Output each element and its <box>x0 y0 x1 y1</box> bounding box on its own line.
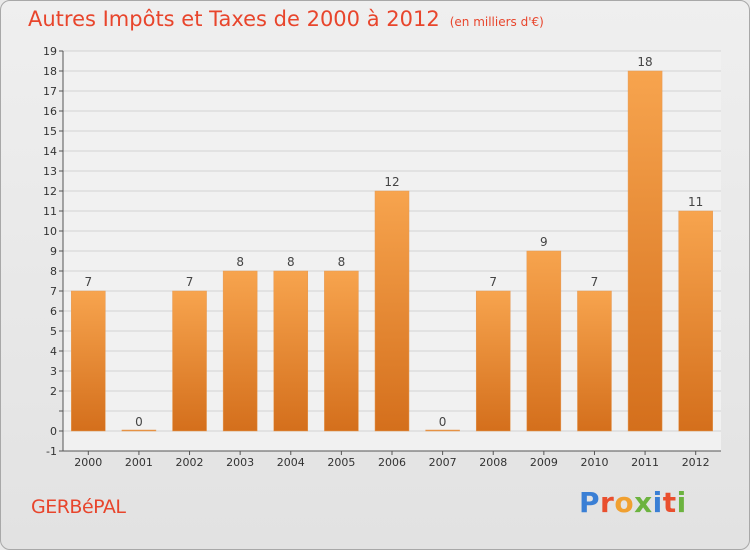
bar-data-label: 8 <box>236 255 244 269</box>
y-tick-label: 2 <box>50 385 57 398</box>
bar-data-label: 18 <box>637 55 652 69</box>
y-tick-label: 16 <box>43 105 57 118</box>
bar <box>526 250 562 432</box>
bar <box>374 190 410 432</box>
y-tick-label: 8 <box>50 265 57 278</box>
chart-title-text: Autres Impôts et Taxes de 2000 à 2012 <box>28 7 440 31</box>
bar-data-label: 8 <box>338 255 346 269</box>
bar <box>71 290 106 432</box>
bar-data-label: 7 <box>591 275 599 289</box>
bar <box>172 290 207 432</box>
x-tick-label: 2010 <box>580 456 608 469</box>
bar <box>425 429 460 432</box>
y-tick-label: 0 <box>50 425 57 438</box>
bar-data-label: 7 <box>84 275 92 289</box>
x-tick-label: 2012 <box>682 456 710 469</box>
y-tick-label: 4 <box>50 345 57 358</box>
proxiti-logo: Proxiti <box>579 486 687 519</box>
bar <box>577 290 612 432</box>
bar-data-label: 0 <box>439 415 447 429</box>
bar-data-label: 0 <box>135 415 143 429</box>
y-tick-label: 11 <box>43 205 57 218</box>
bar-data-label: 7 <box>489 275 497 289</box>
x-tick-label: 2005 <box>327 456 355 469</box>
x-tick-label: 2000 <box>74 456 102 469</box>
bar-data-label: 9 <box>540 235 548 249</box>
x-tick-label: 2011 <box>631 456 659 469</box>
chart-subtitle: (en milliers d'€) <box>449 15 544 29</box>
bar-data-label: 7 <box>186 275 194 289</box>
y-tick-label: 5 <box>50 325 57 338</box>
bar <box>475 290 511 432</box>
y-tick-label: 17 <box>43 85 57 98</box>
x-tick-label: 2007 <box>429 456 457 469</box>
y-tick-label: 15 <box>43 125 57 138</box>
y-tick-label: 14 <box>43 145 57 158</box>
bar-data-label: 12 <box>384 175 399 189</box>
bar <box>324 270 359 432</box>
y-tick-label: 7 <box>50 285 57 298</box>
x-tick-label: 2008 <box>479 456 507 469</box>
bar-data-label: 8 <box>287 255 295 269</box>
x-tick-label: 2004 <box>277 456 305 469</box>
y-tick-label: 13 <box>43 165 57 178</box>
y-tick-label: 19 <box>43 45 57 58</box>
y-tick-label: 10 <box>43 225 57 238</box>
x-tick-label: 2002 <box>176 456 204 469</box>
bar <box>222 270 258 432</box>
bar <box>678 210 713 432</box>
bar <box>121 429 157 432</box>
x-tick-label: 2001 <box>125 456 153 469</box>
y-tick-label: 18 <box>43 65 57 78</box>
chart-title: Autres Impôts et Taxes de 2000 à 2012 (en… <box>28 7 544 31</box>
x-tick-label: 2006 <box>378 456 406 469</box>
y-tick-label: -1 <box>46 445 57 458</box>
y-tick-label: 6 <box>50 305 57 318</box>
bar-data-label: 11 <box>688 195 703 209</box>
y-tick-label: 3 <box>50 365 57 378</box>
y-tick-label: 9 <box>50 245 57 258</box>
town-name: GERBéPAL <box>31 496 126 518</box>
bar <box>273 270 309 432</box>
x-tick-label: 2009 <box>530 456 558 469</box>
y-tick-label: 12 <box>43 185 57 198</box>
bar <box>627 70 663 432</box>
x-tick-label: 2003 <box>226 456 254 469</box>
